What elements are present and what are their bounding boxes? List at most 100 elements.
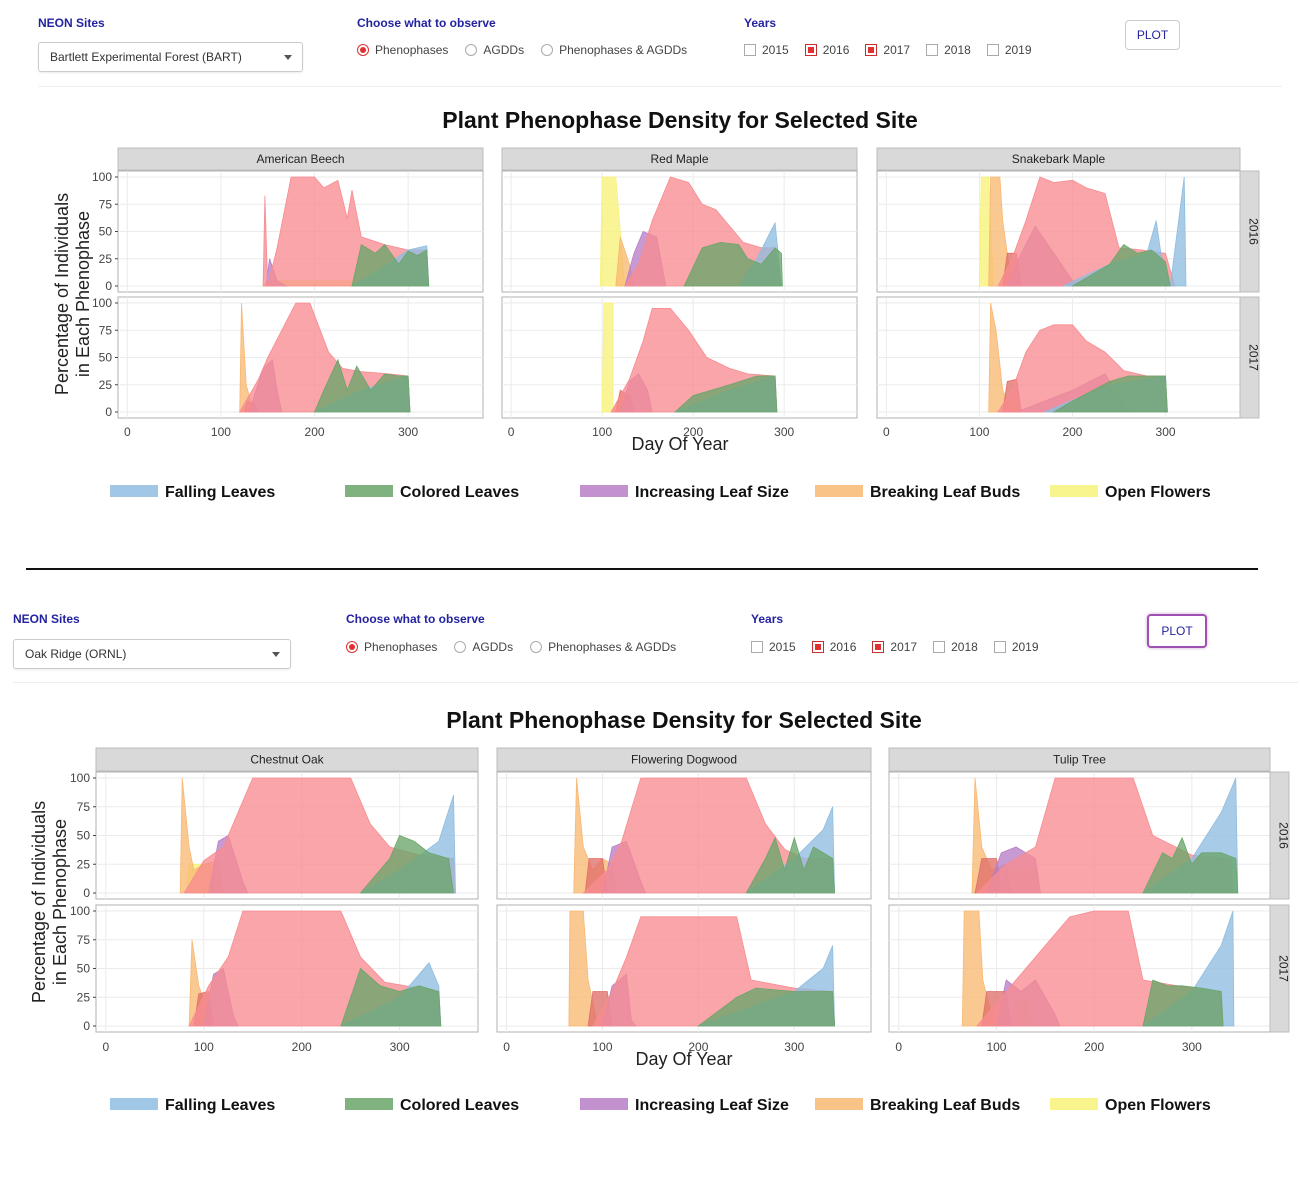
section-divider <box>26 568 1258 570</box>
radio-agdds[interactable]: AGDDs <box>454 640 513 654</box>
plot-button[interactable]: PLOT <box>1147 614 1207 648</box>
radio-phenophases[interactable]: Phenophases <box>346 640 437 654</box>
y-tick-label: 25 <box>99 252 113 266</box>
area-colored <box>1142 836 1239 894</box>
radio-label: Phenophases <box>364 640 438 654</box>
y-axis-label-line: Percentage of Individuals <box>29 801 49 1003</box>
legend-label: Increasing Leaf Size <box>635 1097 789 1114</box>
plot-button[interactable]: PLOT <box>1125 20 1180 50</box>
legend-label: Falling Leaves <box>165 1097 275 1114</box>
facet-label: American Beech <box>256 152 344 166</box>
facet-strip <box>501 147 858 171</box>
legend-key-flowers <box>1050 485 1098 497</box>
area-colored <box>683 241 783 287</box>
checkbox-box <box>804 44 817 56</box>
facet-strip <box>95 747 479 772</box>
y-tick-label: 75 <box>77 800 91 814</box>
checkbox-2017[interactable]: 2017 <box>872 640 917 654</box>
checkbox-label: 2019 <box>1004 43 1032 57</box>
facet-label: Snakebark Maple <box>1012 152 1106 166</box>
checkbox-2015[interactable]: 2015 <box>751 640 796 654</box>
radio-label: Phenophases & AGDDs <box>548 640 677 654</box>
y-tick-label: 0 <box>83 886 90 900</box>
y-axis-label-line: in Each Phenophase <box>50 819 70 985</box>
legend-key-size <box>580 485 628 497</box>
radio-circle <box>357 44 369 56</box>
chart-title: Plant Phenophase Density for Selected Si… <box>446 707 921 733</box>
facet-label: Tulip Tree <box>1053 753 1106 767</box>
checkbox-2019[interactable]: 2019 <box>993 640 1039 654</box>
x-tick-label: 100 <box>986 1040 1006 1054</box>
radio-phenophases-agdds[interactable]: Phenophases & AGDDs <box>541 43 687 57</box>
x-tick-label: 200 <box>688 1040 708 1054</box>
checkbox-2018[interactable]: 2018 <box>933 640 978 654</box>
y-axis-label-line: Percentage of Individuals <box>52 193 72 395</box>
y-axis-label: Percentage of Individualsin Each Phenoph… <box>52 193 93 395</box>
legend-key-falling <box>110 485 158 497</box>
facet-strip <box>496 747 872 772</box>
years-checkbox-group: 2015 2016 2017 2018 2019 <box>744 43 1032 57</box>
y-tick-label: 100 <box>92 296 112 310</box>
area-colored <box>1071 244 1171 287</box>
observe-label: Choose what to observe <box>346 612 485 626</box>
x-tick-label: 0 <box>503 1040 510 1054</box>
checkbox-label: 2017 <box>883 43 911 57</box>
legend-label: Breaking Leaf Buds <box>870 1097 1020 1114</box>
neon-sites-label: NEON Sites <box>13 612 80 626</box>
year-strip <box>1239 296 1260 419</box>
x-axis-label: Day Of Year <box>635 1049 732 1069</box>
facet-label: Flowering Dogwood <box>631 753 737 767</box>
facet-strip <box>117 147 484 171</box>
checkbox-2016[interactable]: 2016 <box>804 43 849 57</box>
year-label: 2016 <box>1247 218 1261 245</box>
checkbox-box <box>751 641 763 653</box>
x-tick-label: 200 <box>1062 425 1082 439</box>
checkbox-box <box>865 44 878 56</box>
site-select[interactable]: Bartlett Experimental Forest (BART) <box>38 42 303 72</box>
x-tick-label: 100 <box>969 425 989 439</box>
checkbox-2016[interactable]: 2016 <box>811 640 856 654</box>
facet-label: Red Maple <box>650 152 708 166</box>
phenophase-chart: Plant Phenophase Density for Selected Si… <box>52 107 1261 501</box>
year-strip <box>1269 771 1290 900</box>
radio-circle <box>465 44 478 56</box>
years-label: Years <box>751 612 784 626</box>
checkbox-box <box>986 44 999 56</box>
checkbox-box <box>926 44 939 56</box>
radio-label: Phenophases & AGDDs <box>559 43 688 57</box>
year-label: 2016 <box>1277 822 1291 849</box>
radio-phenophases[interactable]: Phenophases <box>357 43 448 57</box>
checkbox-box <box>811 641 824 653</box>
x-axis-label: Day Of Year <box>631 434 728 454</box>
radio-agdds[interactable]: AGDDs <box>465 43 524 57</box>
checkbox-2018[interactable]: 2018 <box>926 43 971 57</box>
site-select[interactable]: Oak Ridge (ORNL) <box>13 639 291 669</box>
year-label: 2017 <box>1277 955 1291 982</box>
legend-label: Falling Leaves <box>165 484 275 501</box>
radio-circle <box>346 641 358 653</box>
y-tick-label: 25 <box>99 378 113 392</box>
site-select-value: Oak Ridge (ORNL) <box>25 647 127 661</box>
area-colored <box>313 358 411 413</box>
radio-label: AGDDs <box>472 640 514 654</box>
y-tick-label: 75 <box>99 323 113 337</box>
x-tick-label: 200 <box>1084 1040 1104 1054</box>
facet-label: Chestnut Oak <box>250 753 324 767</box>
checkbox-label: 2015 <box>769 640 796 654</box>
y-tick-label: 50 <box>77 829 91 843</box>
checkbox-box <box>744 44 756 56</box>
x-tick-label: 300 <box>398 425 418 439</box>
observe-radio-group: Phenophases AGDDs Phenophases & AGDDs <box>346 640 676 654</box>
y-tick-label: 50 <box>99 351 113 365</box>
checkbox-2015[interactable]: 2015 <box>744 43 789 57</box>
checkbox-2019[interactable]: 2019 <box>986 43 1032 57</box>
radio-circle <box>454 641 467 653</box>
radio-phenophases-agdds[interactable]: Phenophases & AGDDs <box>530 640 676 654</box>
years-label: Years <box>744 16 777 30</box>
checkbox-2017[interactable]: 2017 <box>865 43 910 57</box>
legend-key-colored <box>345 485 393 497</box>
area-colored <box>340 967 442 1027</box>
year-label: 2017 <box>1247 344 1261 371</box>
year-strip <box>1269 904 1290 1033</box>
radio-circle <box>541 44 554 56</box>
